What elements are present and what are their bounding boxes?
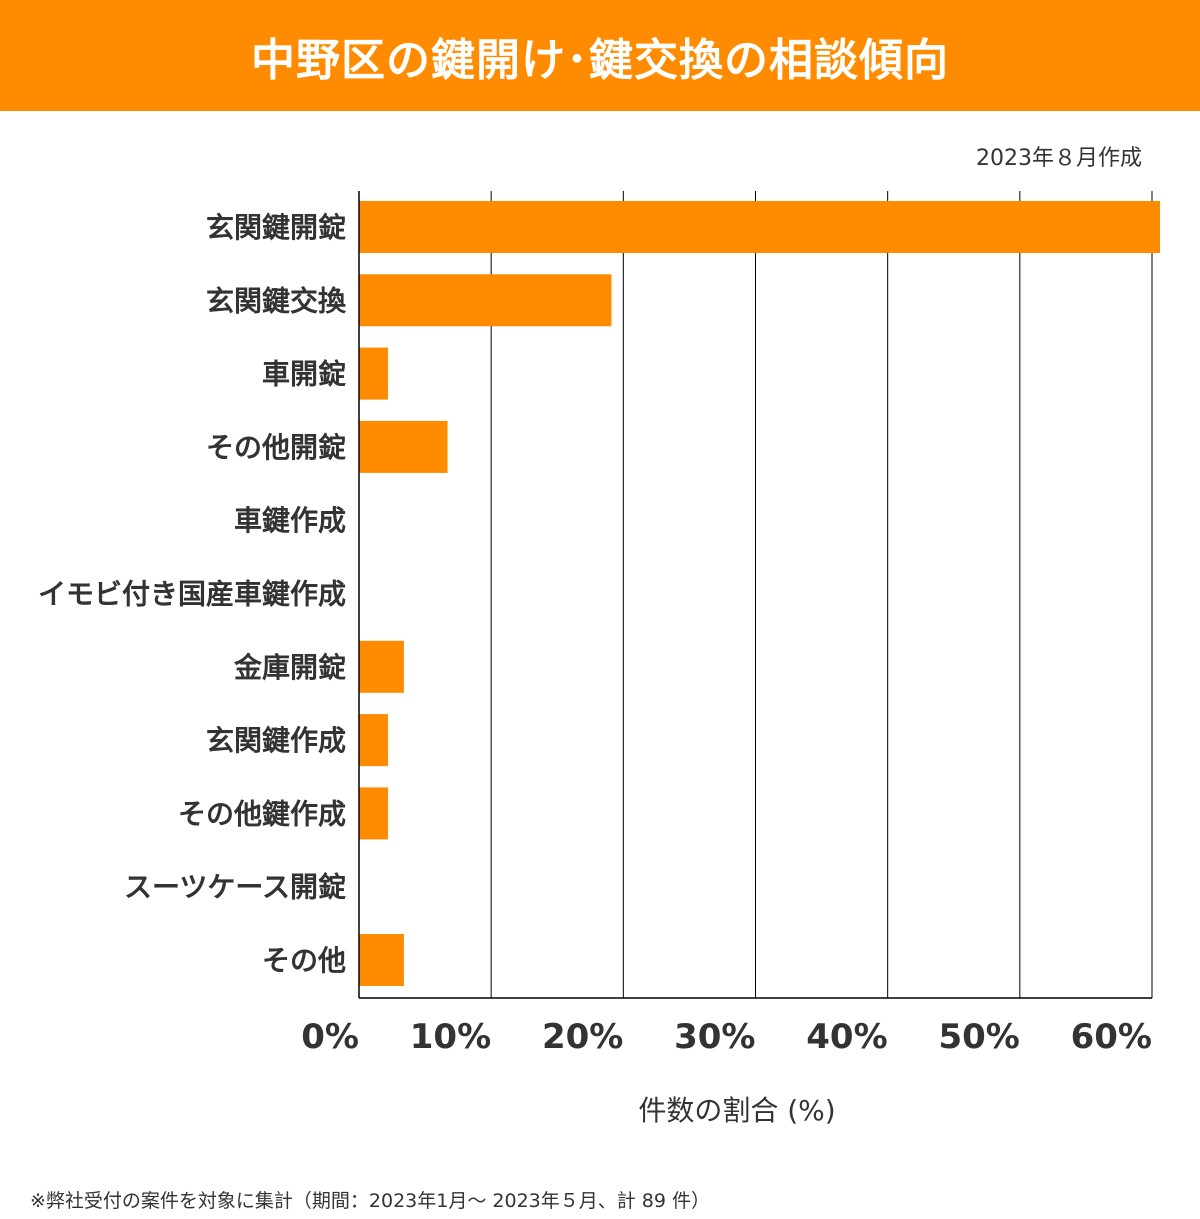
bar-chart: 玄関鍵開錠玄関鍵交換車開錠その他開錠車鍵作成イモビ付き国産車鍵作成金庫開錠玄関鍵… [38,191,1160,1127]
bar [359,640,404,693]
bar [359,787,389,840]
category-label: イモビ付き国産車鍵作成 [38,578,346,611]
category-label: 車鍵作成 [234,504,346,537]
category-label: その他鍵作成 [178,797,346,830]
x-tick-label: 20% [542,1017,623,1057]
bar [359,934,404,986]
category-label: その他開錠 [206,431,346,464]
x-tick-label: 60% [1071,1017,1152,1057]
category-label: 玄関鍵作成 [206,724,346,757]
x-tick-label: 40% [806,1017,887,1057]
category-label: 玄関鍵交換 [206,284,347,317]
bar [359,714,389,767]
bar [359,420,448,473]
x-axis-title: 件数の割合 (%) [638,1094,835,1127]
bar [359,274,612,327]
x-tick-label: 30% [674,1017,755,1057]
chart-header: 中野区の鍵開け･鍵交換の相談傾向 [0,0,1200,111]
category-label: スーツケース開錠 [124,871,346,904]
category-label: 車開錠 [262,358,346,391]
category-label: 金庫開錠 [233,651,346,684]
bar [359,201,1160,253]
x-tick-label: 0% [301,1017,359,1057]
date-note: 2023年８月作成 [976,146,1142,171]
category-label: 玄関鍵開錠 [206,211,346,244]
category-label: その他 [262,944,346,977]
footnote: ※弊社受付の案件を対象に集計（期間：2023年1月～ 2023年５月、計 89 … [30,1190,711,1212]
chart-title: 中野区の鍵開け･鍵交換の相談傾向 [251,34,949,86]
bar [359,347,389,400]
x-tick-label: 50% [938,1017,1019,1057]
x-tick-label: 10% [410,1017,491,1057]
